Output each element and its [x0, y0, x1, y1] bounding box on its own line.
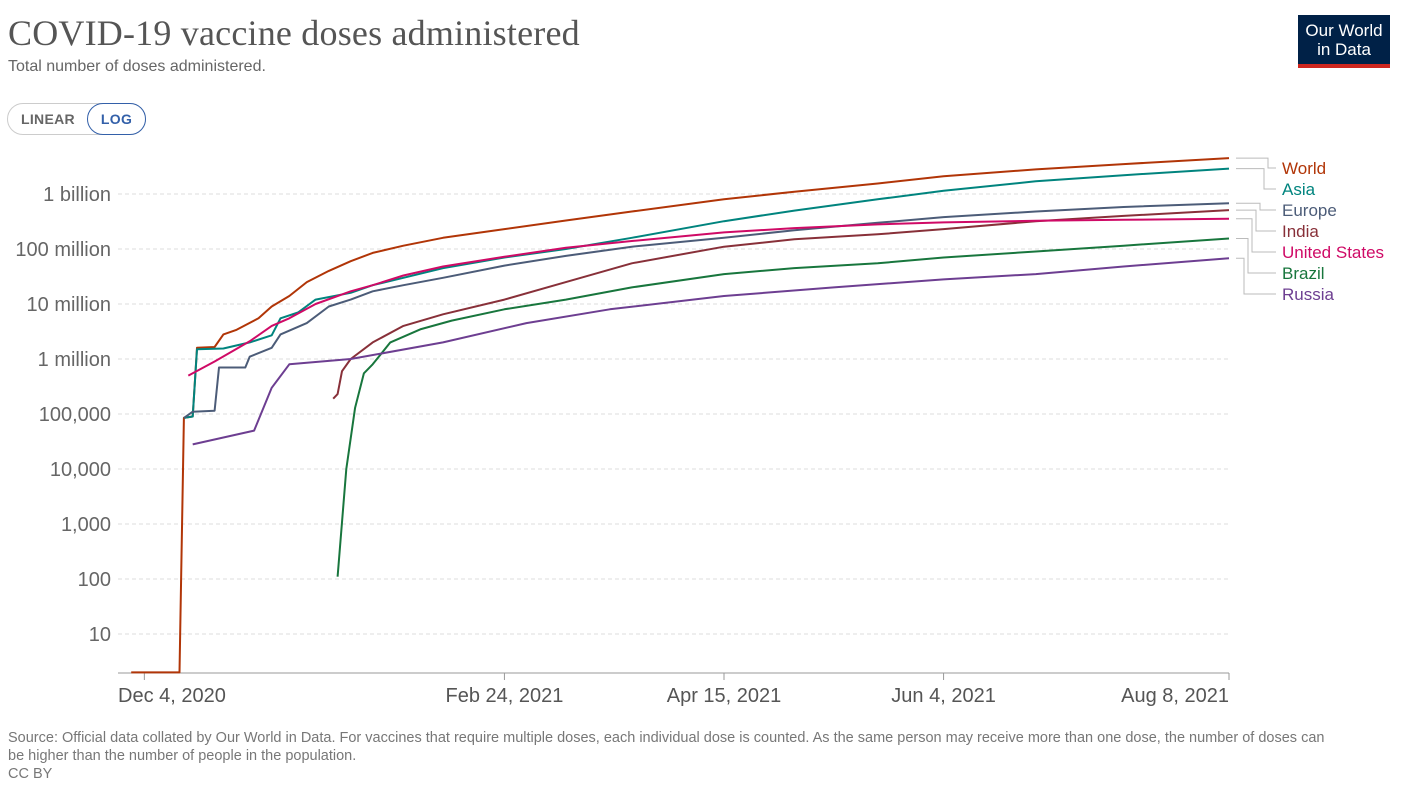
legend-connector [1236, 257, 1276, 295]
logo-line-1: Our World [1305, 21, 1383, 40]
series-lines [131, 157, 1230, 674]
chart-title: COVID-19 vaccine doses administered [8, 13, 580, 53]
legend-label-europe: Europe [1282, 201, 1337, 220]
series-line-india [332, 209, 1230, 400]
legend-label-united-states: United States [1282, 243, 1384, 262]
y-tick-label: 10 million [27, 294, 111, 316]
y-tick-label: 1,000 [61, 514, 111, 536]
legend-connector [1236, 202, 1276, 211]
log-scale-button[interactable]: LOG [86, 103, 147, 135]
series-line-asia [183, 167, 1230, 419]
x-tick-label: Apr 15, 2021 [667, 685, 782, 707]
legend-connector [1236, 209, 1276, 232]
linear-scale-button[interactable]: LINEAR [21, 111, 75, 127]
legend-connector [1236, 168, 1276, 190]
y-tick-label: 100,000 [39, 404, 111, 426]
series-line-russia [192, 257, 1230, 446]
x-tick-label: Aug 8, 2021 [1121, 685, 1229, 707]
x-axis: Dec 4, 2020 Feb 24, 2021 Apr 15, 2021 Jun 4… [118, 672, 1230, 707]
logo-line-2: in Data [1317, 40, 1371, 59]
y-axis: 10 100 1,000 10,000 100,000 1 million 10 milli… [15, 184, 111, 646]
grid-lines [118, 193, 1229, 635]
legend-connector [1236, 238, 1276, 274]
y-tick-label: 10,000 [50, 459, 111, 481]
y-tick-label: 100 million [15, 239, 111, 261]
legend-label-india: India [1282, 222, 1319, 241]
series-line-world [131, 157, 1230, 674]
legend-label-brazil: Brazil [1282, 264, 1325, 283]
legend-connector [1236, 157, 1276, 169]
source-note: Source: Official data collated by Our Wo… [8, 730, 1325, 764]
y-tick-label: 1 billion [43, 184, 111, 206]
y-tick-label: 10 [89, 624, 111, 646]
legend-label-world: World [1282, 159, 1326, 178]
owid-logo[interactable]: Our World in Data [1298, 15, 1390, 68]
legend-connector [1236, 218, 1276, 253]
line-chart: 10 100 1,000 10,000 100,000 1 million 10 milli… [15, 157, 1384, 707]
series-line-united-states [187, 217, 1230, 377]
x-tick-label: Jun 4, 2021 [891, 685, 996, 707]
legend-label-asia: Asia [1282, 180, 1316, 199]
logo-accent-bar [1298, 64, 1390, 68]
legend-label-russia: Russia [1282, 285, 1335, 304]
x-tick-label: Dec 4, 2020 [118, 685, 226, 707]
legend: World Asia Europe India United States Brazil R… [1236, 157, 1384, 304]
chart-subtitle: Total number of doses administered. [8, 58, 266, 75]
x-tick-label: Feb 24, 2021 [445, 685, 563, 707]
scale-toggle: LINEAR LOG [7, 103, 147, 135]
series-line-brazil [336, 237, 1230, 577]
y-tick-label: 1 million [38, 349, 111, 371]
chart-footer: Source: Official data collated by Our Wo… [8, 729, 1338, 783]
series-line-europe [183, 202, 1230, 419]
license-note: CC BY [8, 766, 53, 782]
y-tick-label: 100 [78, 569, 111, 591]
